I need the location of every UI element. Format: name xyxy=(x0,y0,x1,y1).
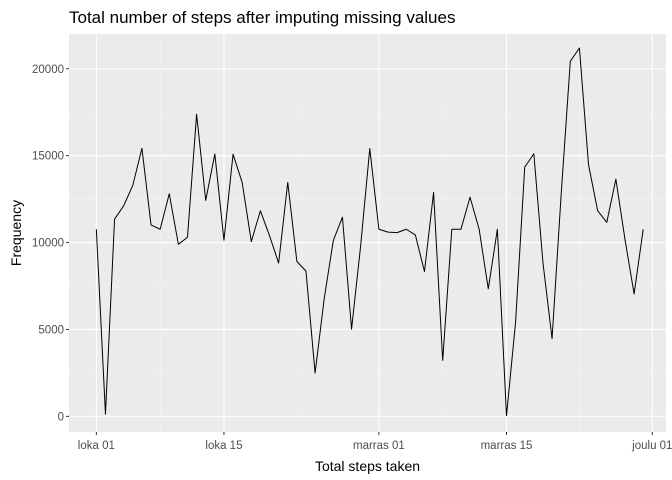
x-tick-label: joulu 01 xyxy=(631,440,672,452)
x-axis: loka 01 loka 15 marras 01 marras 15 joulu 01 xyxy=(78,432,672,452)
x-tick-label: marras 15 xyxy=(481,440,533,452)
y-axis: 0 5000 10000 15000 20000 xyxy=(32,64,69,423)
minor-grid xyxy=(69,34,666,432)
x-tick-label: loka 01 xyxy=(78,440,115,452)
plot-panel xyxy=(69,34,666,432)
y-tick-label: 5000 xyxy=(38,324,64,336)
y-tick-label: 20000 xyxy=(32,64,64,76)
y-tick-label: 0 xyxy=(58,411,64,423)
series-line xyxy=(95,47,644,417)
y-tick-label: 10000 xyxy=(32,238,64,250)
x-axis-title: Total steps taken xyxy=(315,458,420,474)
x-tick-label: marras 01 xyxy=(353,440,405,452)
series-layer xyxy=(95,47,644,417)
chart-title: Total number of steps after imputing mis… xyxy=(69,8,455,27)
y-axis-title: Frequency xyxy=(8,200,24,266)
y-tick-label: 15000 xyxy=(32,151,64,163)
x-tick-label: loka 15 xyxy=(205,440,242,452)
